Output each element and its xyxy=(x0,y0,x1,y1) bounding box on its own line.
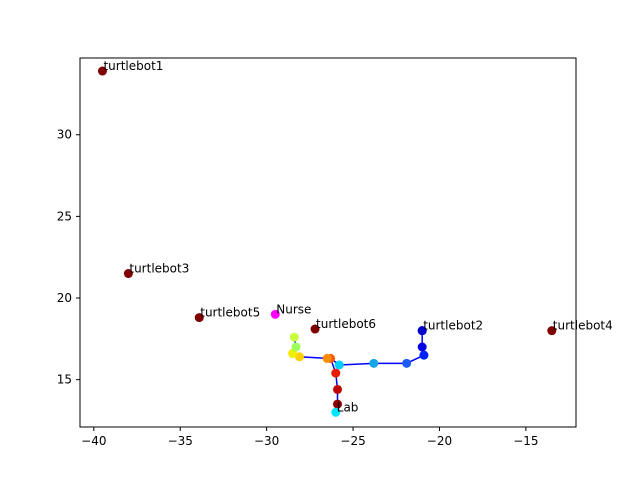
path-point xyxy=(334,360,344,370)
path-point xyxy=(369,358,379,368)
location-point xyxy=(310,324,320,334)
points-layer xyxy=(97,66,557,417)
axes-frame xyxy=(79,57,577,428)
x-tick-label: −25 xyxy=(340,434,365,448)
location-point xyxy=(97,66,107,76)
path-point xyxy=(331,368,341,378)
x-tick-label: −40 xyxy=(81,434,106,448)
point-label: turtlebot6 xyxy=(316,317,376,331)
y-tick-label: 25 xyxy=(57,209,72,223)
labels-layer: turtlebot1 turtlebot3 turtlebot5 Nurse turtl… xyxy=(103,59,612,414)
x-tick-label: −15 xyxy=(513,434,538,448)
path-point xyxy=(402,358,412,368)
point-label: turtlebot3 xyxy=(129,262,189,276)
x-tick-label: −35 xyxy=(168,434,193,448)
path-point xyxy=(419,350,429,360)
location-point xyxy=(417,326,427,336)
location-point xyxy=(123,269,133,279)
path-point xyxy=(289,332,299,342)
y-tick-label: 20 xyxy=(57,291,72,305)
point-label: turtlebot1 xyxy=(103,59,163,73)
location-point xyxy=(194,313,204,323)
point-label: Nurse xyxy=(276,302,311,316)
x-tick-label: −20 xyxy=(427,434,452,448)
point-label: turtlebot4 xyxy=(553,319,613,333)
y-tick-label: 15 xyxy=(57,373,72,387)
location-point xyxy=(331,407,341,417)
point-label: Lab xyxy=(337,400,359,414)
path-point xyxy=(294,352,304,362)
y-tick-label: 30 xyxy=(57,128,72,142)
path-point xyxy=(291,342,301,352)
axis-ticks: −40 −35 −30 −25 −20 −15 15 20 25 30 xyxy=(57,128,539,448)
x-tick-label: −30 xyxy=(254,434,279,448)
location-point xyxy=(270,309,280,319)
path-line-to-lab xyxy=(329,358,339,405)
location-point xyxy=(547,326,557,336)
path-point xyxy=(417,342,427,352)
point-label: turtlebot2 xyxy=(423,319,483,333)
path-point xyxy=(333,384,343,394)
path-point xyxy=(333,399,343,409)
point-label: turtlebot5 xyxy=(200,306,260,320)
path-point xyxy=(322,353,332,363)
